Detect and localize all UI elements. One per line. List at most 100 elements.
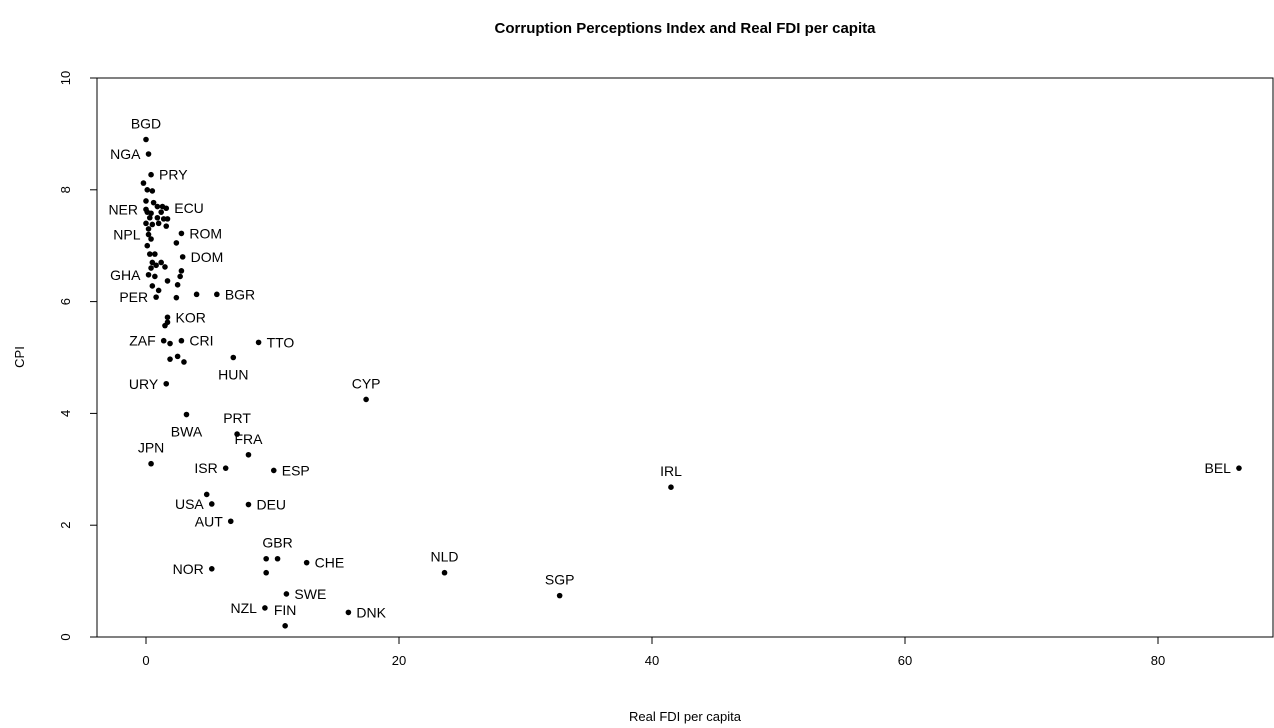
scatter-point	[158, 209, 164, 215]
point-label: ESP	[282, 462, 310, 478]
point-label: CRI	[189, 333, 213, 349]
point-label: IRL	[660, 463, 682, 479]
scatter-point	[227, 518, 234, 525]
plot-frame	[96, 77, 1274, 638]
scatter-point	[164, 314, 171, 321]
point-label: CYP	[352, 375, 381, 391]
scatter-point	[255, 339, 262, 346]
scatter-point	[363, 396, 369, 403]
scatter-point	[245, 451, 252, 458]
scatter-point	[163, 205, 170, 212]
scatter-point	[143, 198, 149, 204]
point-label: JPN	[138, 440, 164, 456]
point-label: ECU	[174, 200, 204, 216]
scatter-point	[144, 242, 151, 249]
scatter-point	[143, 206, 149, 213]
scatter-point	[178, 230, 185, 237]
scatter-point	[150, 199, 157, 206]
scatter-point	[174, 353, 181, 360]
scatter-point	[178, 268, 185, 274]
scatter-point	[167, 340, 173, 347]
x-tick-label: 60	[898, 653, 912, 668]
scatter-point	[148, 265, 154, 271]
point-label: NLD	[431, 549, 459, 565]
point-label: PRY	[159, 167, 188, 183]
chart-title: Corruption Perceptions Index and Real FD…	[495, 20, 877, 37]
scatter-point	[173, 294, 180, 301]
point-label: KOR	[176, 309, 206, 325]
scatter-point	[245, 501, 252, 508]
point-label: BEL	[1204, 460, 1231, 476]
scatter-point	[230, 354, 237, 361]
scatter-point	[149, 221, 156, 228]
scatter-point	[164, 216, 171, 222]
point-label: GBR	[262, 535, 292, 551]
scatter-point	[148, 171, 154, 178]
y-axis: 0 2 4 6 8 10	[58, 71, 98, 641]
scatter-point	[167, 356, 173, 362]
scatter-point	[140, 180, 147, 186]
point-label: BGD	[131, 115, 161, 131]
scatter-point	[668, 484, 674, 490]
point-label: ZAF	[129, 333, 155, 349]
point-label: PRT	[223, 410, 251, 426]
point-label: NGA	[110, 146, 141, 162]
scatter-point	[145, 226, 152, 232]
point-label: SWE	[294, 586, 326, 602]
scatter-point	[208, 566, 215, 572]
point-label: NZL	[230, 600, 257, 616]
scatter-point	[181, 359, 187, 365]
scatter-point	[208, 501, 215, 507]
scatter-point	[152, 273, 158, 280]
scatter-point	[163, 380, 170, 387]
x-tick-label: 80	[1151, 653, 1165, 668]
scatter-point	[155, 220, 162, 227]
scatter-point	[345, 609, 352, 616]
scatter-point	[162, 264, 168, 270]
point-label: AUT	[195, 513, 223, 529]
x-tick-label: 40	[645, 653, 659, 668]
scatter-point	[174, 282, 181, 288]
point-label: FIN	[274, 602, 297, 618]
x-axis-title: Real FDI per capita	[629, 709, 742, 724]
scatter-point	[146, 214, 153, 221]
scatter-point	[160, 337, 167, 344]
point-labels: BGD NGA PRY NER ECU NPL ROM DOM GHA PER BGR KOR ZAF C…	[108, 115, 1231, 620]
point-label: NPL	[113, 227, 140, 243]
scatter-point	[152, 251, 158, 257]
point-label: GHA	[110, 267, 141, 283]
scatter-point	[145, 231, 152, 238]
point-label: ISR	[194, 460, 217, 476]
scatter-point	[153, 294, 159, 300]
scatter-point	[143, 136, 149, 143]
y-tick-label: 8	[58, 186, 73, 193]
scatter-point	[1236, 465, 1242, 471]
y-tick-label: 6	[58, 298, 73, 305]
scatter-point	[144, 187, 151, 193]
scatter-point	[145, 151, 152, 157]
y-tick-label: 0	[58, 633, 73, 640]
point-label: DEU	[256, 497, 286, 513]
point-label: HUN	[218, 367, 248, 383]
point-label: TTO	[267, 334, 295, 350]
y-tick-label: 2	[58, 522, 73, 529]
scatter-point	[179, 254, 186, 260]
scatter-point	[154, 203, 161, 210]
point-label: NER	[108, 201, 138, 217]
scatter-point	[177, 273, 183, 280]
x-tick-label: 20	[392, 653, 406, 668]
scatter-point	[183, 411, 190, 418]
point-label: URY	[129, 376, 159, 392]
scatter-point	[274, 555, 281, 562]
scatter-point	[263, 555, 269, 562]
point-label: DNK	[356, 604, 386, 620]
scatter-point	[214, 291, 220, 298]
point-label: BWA	[171, 424, 203, 440]
scatter-point	[148, 236, 154, 242]
scatter-point	[556, 592, 563, 599]
scatter-point	[283, 591, 290, 597]
y-tick-label: 4	[58, 410, 73, 417]
point-label: DOM	[191, 249, 224, 265]
scatter-point	[143, 220, 149, 227]
point-label: SGP	[545, 572, 575, 588]
